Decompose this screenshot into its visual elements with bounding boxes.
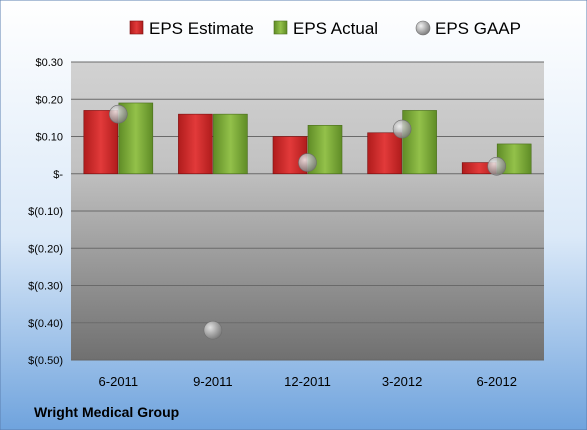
bars [83, 102, 532, 175]
y-tick-label: $(0.20) [28, 243, 63, 255]
bar-eps-estimate [367, 132, 402, 175]
y-tick-label: $0.30 [35, 57, 63, 69]
x-tick-label: 6-2011 [99, 374, 139, 389]
x-tick-label: 6-2012 [476, 374, 516, 389]
marker-eps-gaap [487, 157, 507, 176]
marker-eps-gaap [392, 119, 412, 139]
marker-eps-gaap [298, 153, 317, 172]
bar-eps-estimate [178, 113, 213, 175]
legend-swatch [415, 20, 431, 36]
y-tick-label: $(0.40) [28, 318, 63, 330]
legend-swatch [129, 20, 144, 35]
bar-eps-actual [213, 113, 248, 175]
legend-label: EPS Estimate [149, 19, 254, 38]
y-axis-ticks: $0.30 $0.20 $0.10 $- $(0.10) $(0.20) $(0.30) $(… [28, 57, 63, 367]
legend: EPS Estimate EPS Actual EPS GAAP [129, 19, 521, 38]
y-tick-label: $- [53, 169, 63, 181]
y-tick-label: $0.20 [35, 94, 63, 106]
x-tick-label: 9-2011 [193, 374, 233, 389]
x-tick-label: 12-2011 [284, 374, 331, 389]
bar-eps-actual [402, 110, 437, 175]
y-tick-label: $0.10 [35, 132, 63, 144]
y-tick-label: $(0.30) [28, 281, 63, 293]
legend-swatch [273, 20, 288, 35]
gaap-markers [109, 104, 507, 340]
marker-eps-gaap [109, 104, 128, 124]
footer-label: Wright Medical Group [34, 404, 179, 420]
x-axis-ticks: 6-2011 9-2011 12-2011 3-2012 6-2012 [99, 374, 517, 389]
x-tick-label: 3-2012 [382, 374, 422, 389]
y-tick-label: $(0.10) [28, 206, 63, 218]
legend-label: EPS Actual [293, 19, 378, 38]
legend-label: EPS GAAP [435, 19, 521, 38]
y-tick-label: $(0.50) [28, 355, 63, 367]
marker-eps-gaap [203, 320, 223, 340]
